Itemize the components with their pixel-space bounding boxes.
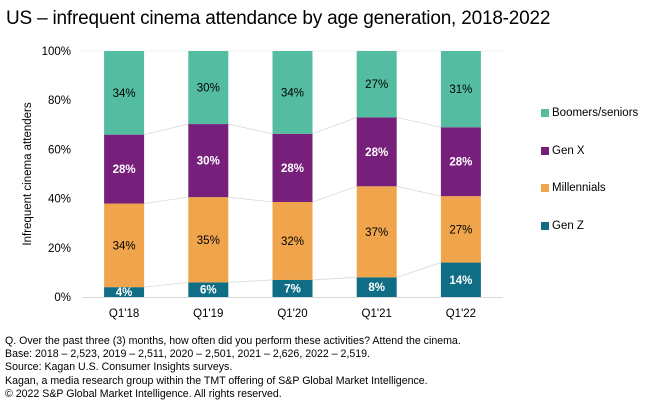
bar-segment-gen-z [188,282,229,297]
y-tick-label: 40% [48,194,71,206]
legend-label: Gen X [552,144,585,157]
legend-item-gen-x: Gen X [541,144,638,158]
x-axis: Q1'18 Q1'19 Q1'20 Q1'21 Q1'22 [82,297,503,320]
y-tick-label: 80% [48,95,71,107]
base-note: Base: 2018 – 2,523, 2019 – 2,511, 2020 –… [5,348,371,361]
data-label: 28% [281,163,304,175]
bar-segment-millennials [440,196,481,263]
bar-segment-boomers-seniors [356,51,397,118]
data-label: 14% [449,275,472,287]
bar-segment-millennials [272,202,313,280]
data-label: 37% [365,227,388,239]
data-label: 35% [197,235,220,247]
y-tick-label: 0% [54,292,71,304]
legend-swatch [541,146,549,155]
data-label: 28% [113,164,136,176]
bar-segment-millennials [188,197,229,283]
data-label: 34% [113,88,136,100]
y-tick-label: 100% [42,46,71,58]
legend-item-millennials: Millennials [541,181,638,195]
legend: Boomers/seniors Gen X Millennials Gen Z [541,106,638,256]
series-line-millennials [228,196,273,203]
chart-title: US – infrequent cinema attendance by age… [6,8,551,29]
bar-group: 14% 27% 28% 31% [440,51,481,297]
data-label: 30% [197,156,220,168]
x-tick-label: Q1'18 [109,308,139,320]
bar-group: 6% 35% 30% 30% [188,51,229,297]
bar-segment-boomers-seniors [104,51,145,135]
bar-group: 4% 34% 28% 34% [104,51,145,299]
legend-item-boomers: Boomers/seniors [541,106,638,120]
data-label: 28% [449,157,472,169]
series-line-gen-z [228,279,273,283]
series-line-millennials [144,196,189,204]
footnotes: Q. Over the past three (3) months, how o… [5,335,461,401]
data-label: 34% [281,87,304,99]
copyright-note: © 2022 S&P Global Market Intelligence. A… [5,387,282,400]
bar-segment-boomers-seniors [272,51,313,134]
legend-label: Gen Z [552,219,584,232]
series-line-gen-x [228,123,273,135]
data-label: 4% [116,287,133,299]
series-line-millennials [396,185,441,197]
bar-segment-gen-x [188,124,229,198]
y-axis-label: Infrequent cinema attenders [22,102,34,245]
bar-segment-millennials [104,203,145,288]
data-label: 27% [365,79,388,91]
bar-segment-gen-z [440,262,481,297]
x-tick-label: Q1'22 [446,308,476,320]
y-tick-label: 20% [48,243,71,255]
bar-segment-gen-x [356,117,397,187]
data-label: 31% [449,84,472,96]
x-tick-label: Q1'20 [277,308,307,320]
x-tick-label: Q1'19 [193,308,223,320]
legend-item-gen-z: Gen Z [541,219,638,233]
bar-segment-gen-x [272,133,313,203]
series-line-gen-x [144,123,189,136]
legend-label: Millennials [552,182,606,194]
legend-swatch [541,109,549,117]
question-note: Q. Over the past three (3) months, how o… [5,335,461,347]
data-label: 28% [365,147,388,159]
y-tick-label: 60% [48,144,71,156]
series-line-gen-x [312,117,357,135]
data-label: 32% [281,236,304,248]
data-label: 30% [197,83,220,95]
bars: 4% 34% 28% 34% 6% 35% 30% 30% 7% 32% 28% 34% 8% 37% 28… [104,51,481,299]
bar-segment-gen-x [104,134,145,204]
bar-segment-gen-z [104,287,145,297]
bar-segment-gen-z [356,277,397,297]
bar-group: 7% 32% 28% 34% [272,51,313,297]
series-line-gen-z [396,262,442,278]
series-line-millennials [312,185,357,203]
data-label: 27% [449,224,472,236]
data-label: 8% [368,282,385,294]
legend-label: Boomers/seniors [552,107,639,119]
data-label: 7% [284,283,301,295]
legend-swatch [541,184,549,192]
bar-segment-gen-x [440,127,481,197]
series-line-gen-x [396,117,441,128]
data-label: 34% [113,240,136,252]
y-axis: 0% 20% 40% 60% 80% 100% [42,46,71,304]
data-label: 6% [200,285,217,297]
bar-group: 8% 37% 28% 27% [356,51,397,297]
bar-segment-boomers-seniors [440,51,481,128]
kagan-note: Kagan, a media research group within the… [5,374,428,387]
series-line-gen-z [312,276,357,281]
bar-segment-millennials [356,186,397,278]
x-tick-label: Q1'21 [362,308,392,320]
bar-segment-gen-z [272,279,313,297]
source-note: Source: Kagan U.S. Consumer Insights sur… [5,361,233,374]
bar-segment-boomers-seniors [188,51,229,125]
legend-swatch [541,221,549,230]
series-line-gen-z [144,281,189,288]
